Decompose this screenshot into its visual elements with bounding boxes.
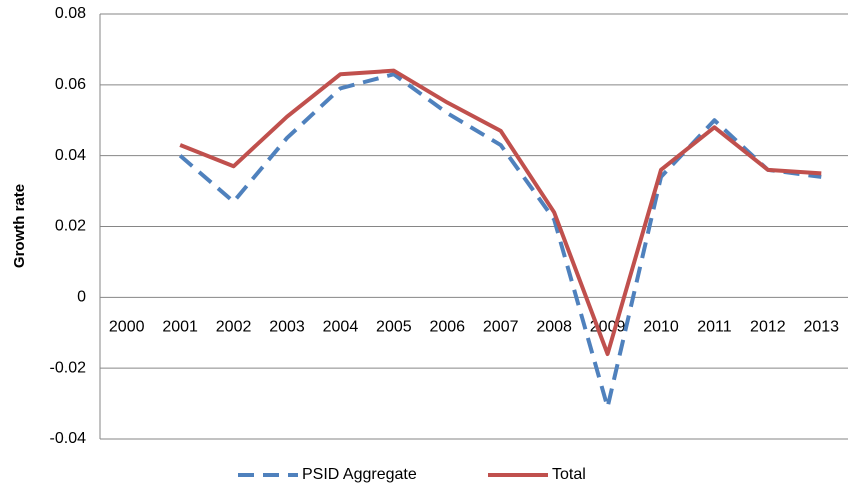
series-line (178, 72, 822, 410)
x-tick-label: 2007 (483, 319, 519, 336)
x-tick-label: 2002 (216, 319, 252, 336)
x-tick-label: 2008 (536, 319, 572, 336)
y-tick-label: 0.06 (55, 76, 86, 93)
y-tick-label: 0.08 (55, 5, 86, 22)
y-tick-label: 0.02 (55, 218, 86, 235)
x-tick-label: 2005 (376, 319, 412, 336)
y-tick-label: 0.04 (55, 147, 86, 164)
x-tick-label: 2001 (162, 319, 198, 336)
x-tick-label: 2004 (323, 319, 359, 336)
y-tick-label: 0 (77, 289, 86, 306)
legend-label: PSID Aggregate (302, 466, 417, 483)
x-tick-label: 2003 (269, 319, 305, 336)
x-tick-label: 2010 (643, 319, 679, 336)
x-tick-label: 2012 (750, 319, 786, 336)
legend-label: Total (552, 466, 586, 483)
y-tick-label: -0.04 (50, 430, 87, 447)
x-tick-label: 2011 (697, 319, 732, 336)
y-axis-label: Growth rate (11, 184, 28, 268)
x-tick-label: 2006 (429, 319, 465, 336)
y-tick-label: -0.02 (50, 359, 87, 376)
series-line (179, 68, 822, 356)
x-tick-label: 2000 (109, 319, 145, 336)
x-tick-label: 2013 (803, 319, 839, 336)
